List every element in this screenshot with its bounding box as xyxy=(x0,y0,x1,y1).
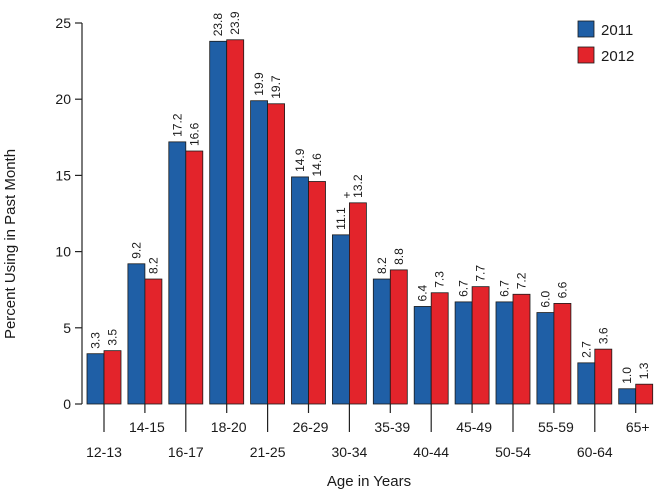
bar-2012-65+ xyxy=(635,383,654,405)
data-label: 1.0 xyxy=(620,367,634,384)
data-label: 3.3 xyxy=(89,332,103,349)
bar-2011-18-20 xyxy=(209,40,228,405)
bar-2011-35-39 xyxy=(372,278,391,405)
bar-2011-26-29 xyxy=(291,176,309,405)
data-label: 6.4 xyxy=(416,284,430,301)
bar-2011-40-44 xyxy=(413,306,432,405)
data-label: 16.6 xyxy=(187,122,201,146)
bar-2012-35-39 xyxy=(389,269,408,405)
bar-2012-60-64 xyxy=(594,348,613,405)
data-label: 14.9 xyxy=(293,148,307,172)
y-axis: 0 5 10 15 20 25 xyxy=(55,15,83,412)
data-label: 11.1 xyxy=(334,207,348,230)
bar-2012-30-34 xyxy=(348,202,367,405)
bar-2012-14-15 xyxy=(144,278,163,405)
data-label: 17.2 xyxy=(170,113,184,137)
data-label: 3.6 xyxy=(596,327,610,344)
data-label: 19.7 xyxy=(269,75,283,99)
bars xyxy=(86,39,654,405)
bar-2011-65+ xyxy=(618,388,637,405)
legend-label-2011: 2011 xyxy=(601,22,633,39)
bar-2012-16-17 xyxy=(185,150,204,405)
data-label: 2.7 xyxy=(579,341,593,358)
data-label: 9.2 xyxy=(129,242,143,259)
y-tick-label: 25 xyxy=(55,15,71,31)
x-tick-label: 16-17 xyxy=(168,444,204,460)
data-label: 6.0 xyxy=(538,291,552,308)
x-tick-label: 18-20 xyxy=(211,419,247,435)
data-label: 19.9 xyxy=(252,72,266,96)
significance-marker: + xyxy=(343,188,350,202)
bar-2012-50-54 xyxy=(512,293,531,405)
x-tick-label: 21-25 xyxy=(250,444,286,460)
y-tick-label: 20 xyxy=(55,91,71,107)
x-tick-label: 40-44 xyxy=(413,444,449,460)
data-label: 7.3 xyxy=(433,271,447,288)
y-tick-label: 0 xyxy=(63,396,71,412)
x-tick-label: 50-54 xyxy=(495,444,531,460)
bar-2012-12-13 xyxy=(103,350,122,405)
bar-2011-50-54 xyxy=(495,301,514,405)
legend-label-2012: 2012 xyxy=(601,48,634,65)
data-label: 13.2 xyxy=(351,174,365,198)
data-label: 14.6 xyxy=(310,153,324,177)
bar-2012-21-25 xyxy=(267,103,286,405)
data-label: 3.5 xyxy=(106,329,120,346)
bar-2011-45-49 xyxy=(454,301,473,405)
bar-2011-55-59 xyxy=(536,312,555,405)
legend-swatch-2012 xyxy=(577,46,595,64)
data-label: 6.7 xyxy=(498,280,512,297)
x-tick-label: 14-15 xyxy=(129,419,165,435)
x-tick-label: 60-64 xyxy=(577,444,613,460)
bar-2011-16-17 xyxy=(168,141,187,405)
bar-2011-14-15 xyxy=(127,263,146,405)
data-label: 7.7 xyxy=(474,265,488,282)
data-label: 7.2 xyxy=(515,272,529,289)
legend: 2011 2012 xyxy=(577,20,634,65)
data-label: 23.8 xyxy=(211,13,225,37)
bar-2012-26-29 xyxy=(308,181,326,405)
x-tick-label: 55-59 xyxy=(538,419,574,435)
x-tick-label: 65+ xyxy=(626,419,650,435)
bar-2011-12-13 xyxy=(86,353,105,405)
data-label: 8.8 xyxy=(392,248,406,265)
x-tick-label: 45-49 xyxy=(456,419,492,435)
y-tick-label: 5 xyxy=(63,320,71,336)
bar-2011-21-25 xyxy=(250,100,269,405)
bar-2012-45-49 xyxy=(471,286,490,405)
bar-2012-55-59 xyxy=(553,303,572,405)
data-labels: 3.3 9.2 17.2 23.8 19.9 14.9 11.1 8.2 6.4 6.7 6.7 6.… xyxy=(89,11,652,384)
data-label: 8.2 xyxy=(375,257,389,274)
bar-2011-60-64 xyxy=(577,362,596,405)
data-label: 6.7 xyxy=(457,280,471,297)
legend-swatch-2011 xyxy=(577,20,595,38)
x-tick-label: 30-34 xyxy=(331,444,367,460)
bar-2012-18-20 xyxy=(226,39,245,405)
y-tick-label: 10 xyxy=(55,244,71,260)
data-label: 6.6 xyxy=(555,281,569,298)
data-label: 1.3 xyxy=(637,362,651,379)
x-tick-label: 12-13 xyxy=(86,444,122,460)
x-tick-label: 35-39 xyxy=(374,419,410,435)
data-label: 23.9 xyxy=(228,11,242,35)
data-label: 8.2 xyxy=(146,257,160,274)
bar-2011-30-34 xyxy=(331,234,350,405)
y-tick-label: 15 xyxy=(55,167,71,183)
bar-2012-40-44 xyxy=(430,292,449,405)
x-tick-label: 26-29 xyxy=(293,419,329,435)
x-axis-title: Age in Years xyxy=(327,473,411,490)
y-axis-title: Percent Using in Past Month xyxy=(2,149,19,339)
